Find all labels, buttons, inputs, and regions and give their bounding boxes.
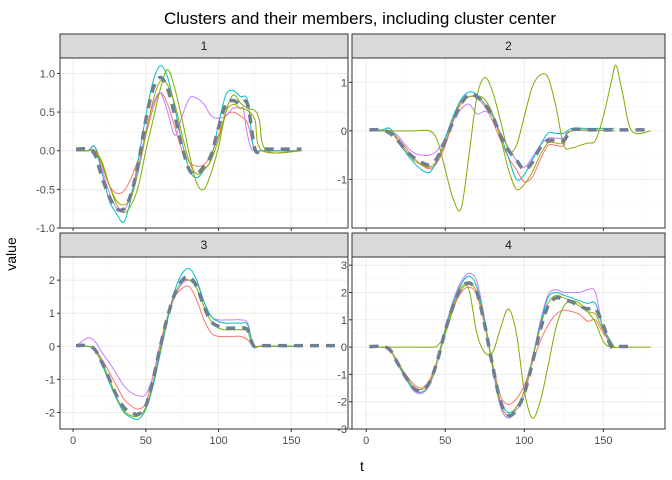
y-tick-label: 1 <box>341 77 347 89</box>
facet-strip-label: 2 <box>505 39 512 53</box>
y-tick-label: 0 <box>341 342 347 354</box>
y-axis-title: value <box>3 237 19 271</box>
facet-strip-2 <box>351 33 666 59</box>
y-tick-label: 0.0 <box>40 146 55 158</box>
member-series-line <box>369 286 615 405</box>
y-tick-label: 0 <box>49 341 55 353</box>
series-group <box>75 65 302 223</box>
y-tick-label: -1 <box>337 369 347 381</box>
member-series-line <box>76 92 302 213</box>
cluster-center-line <box>75 75 302 213</box>
facet-panel-3: 3 -2 -1 0 1 2 0 50 100 150 <box>45 232 349 447</box>
x-tick-label: 100 <box>515 435 533 447</box>
y-tick-label: -0.5 <box>36 184 55 196</box>
x-axis-title: t <box>360 458 364 474</box>
cluster-center-line <box>369 281 635 418</box>
facet-panel-2: 2 -1 0 1 <box>337 33 666 231</box>
plot-background <box>60 58 348 228</box>
x-tick-label: 150 <box>594 435 612 447</box>
y-tick-label: 1 <box>49 308 55 320</box>
chart-title: Clusters and their members, including cl… <box>164 9 556 28</box>
y-tick-label: 2 <box>49 275 55 287</box>
y-tick-label: 0 <box>341 126 347 138</box>
facet-strip-label: 1 <box>201 39 208 53</box>
x-tick-label: 100 <box>209 435 227 447</box>
x-tick-label: 150 <box>282 435 300 447</box>
facet-strip-3 <box>59 232 349 258</box>
facet-strip-label: 4 <box>505 238 512 252</box>
x-tick-label: 0 <box>70 435 76 447</box>
y-tick-label: -1 <box>45 374 55 386</box>
series-group <box>369 272 651 419</box>
plot-background <box>352 257 665 429</box>
y-tick-label: -1.0 <box>36 223 55 235</box>
y-tick-label: -1 <box>337 174 347 186</box>
cluster-center-line <box>75 274 335 417</box>
cluster-center-line <box>369 92 651 172</box>
facet-strip-label: 3 <box>201 238 208 252</box>
y-tick-label: 1.0 <box>40 68 55 80</box>
y-tick-label: 2 <box>341 287 347 299</box>
series-group <box>369 64 651 212</box>
member-series-line <box>76 69 302 214</box>
facet-panel-4: 4 -3 -2 -1 0 1 2 3 0 50 100 150 <box>337 232 666 447</box>
facet-strip-4 <box>351 232 666 258</box>
x-tick-label: 50 <box>439 435 451 447</box>
facet-panel-1: 1 -1.0 -0.5 0.0 0.5 1.0 <box>36 33 349 235</box>
panel-border <box>351 256 666 430</box>
x-tick-label: 50 <box>140 435 152 447</box>
x-tick-label: 0 <box>363 435 369 447</box>
y-tick-label: 1 <box>341 315 347 327</box>
y-tick-label: 0.5 <box>40 107 55 119</box>
y-tick-label: -3 <box>337 424 347 436</box>
member-series-line <box>369 103 615 168</box>
member-series-line <box>369 272 615 419</box>
y-tick-label: -2 <box>337 397 347 409</box>
member-series-line <box>75 65 302 223</box>
y-tick-label: 3 <box>341 260 347 272</box>
member-series-line <box>369 283 651 419</box>
series-group <box>75 267 335 421</box>
member-series-line <box>75 92 292 195</box>
panel-border <box>59 256 349 430</box>
y-tick-label: -2 <box>45 407 55 419</box>
plot-background <box>60 257 348 429</box>
member-series-line <box>369 64 651 212</box>
panel-border <box>59 57 349 229</box>
facet-strip-1 <box>59 33 349 59</box>
panel-border <box>351 57 666 229</box>
member-series-line <box>76 79 302 206</box>
